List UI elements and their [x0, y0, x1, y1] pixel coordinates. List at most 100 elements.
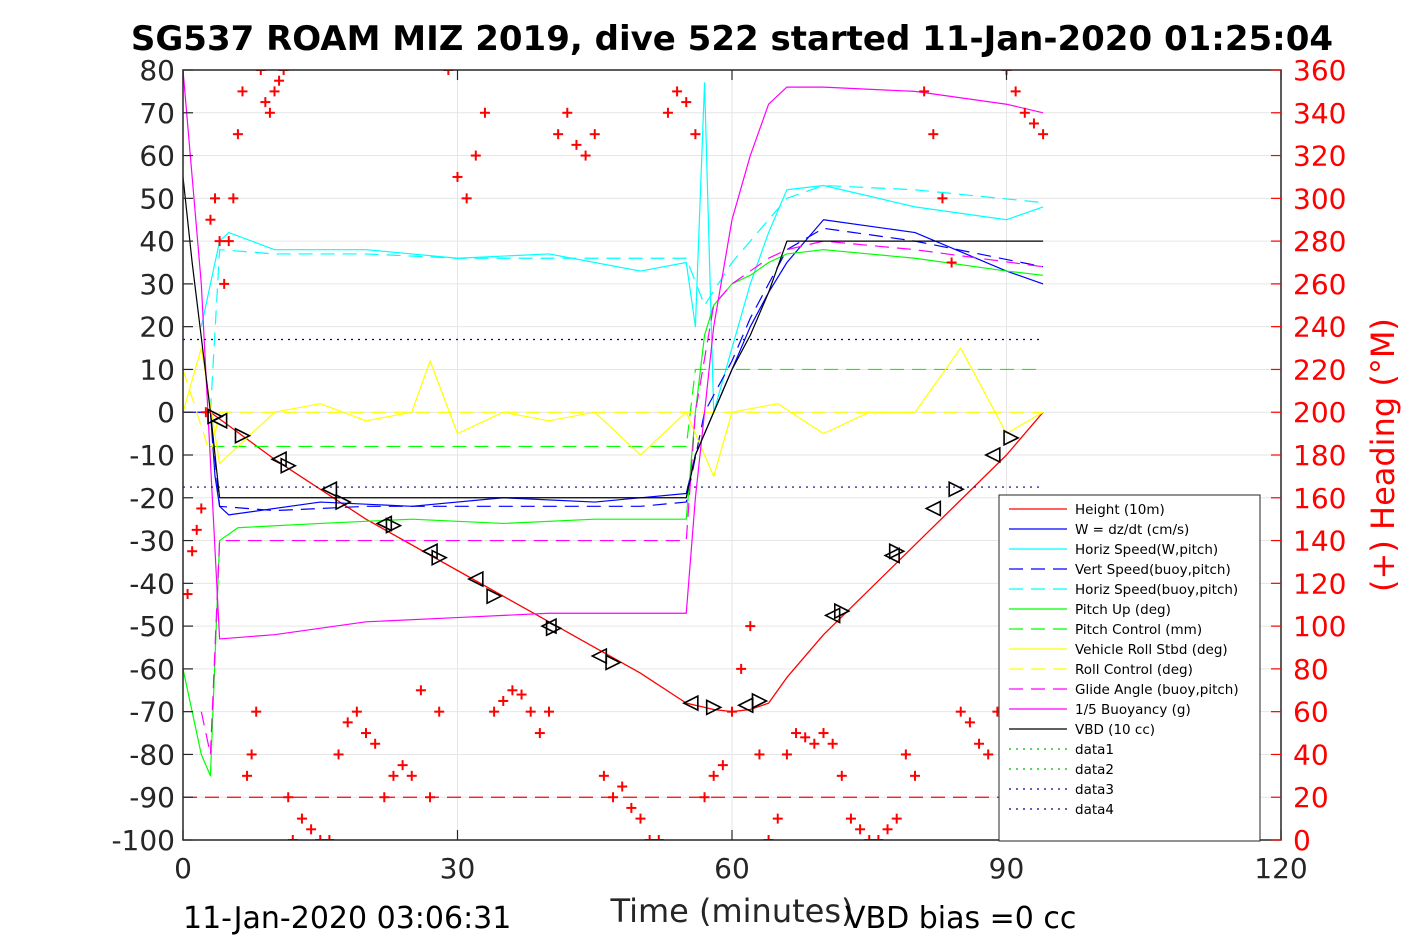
- heading-point: [800, 732, 811, 743]
- y-tick-label: 10: [139, 353, 175, 386]
- axis-ticks: 0 30 60 90 12080706050403020100-10-20-30-40-…: [111, 54, 1346, 885]
- heading-point: [443, 70, 454, 75]
- y-tick-label: 50: [139, 182, 175, 215]
- heading-point: [891, 813, 902, 824]
- heading-point: [242, 770, 253, 781]
- heading-point: [608, 792, 619, 803]
- heading-point: [754, 749, 765, 760]
- heading-point: [232, 129, 243, 140]
- heading-point: [507, 685, 518, 696]
- legend-label: W = dz/dt (cm/s): [1075, 522, 1189, 538]
- heading-point: [763, 835, 774, 840]
- legend: Height (10m) W = dz/dt (cm/s) Horiz Speed(…: [998, 494, 1261, 842]
- heading-point: [183, 589, 193, 600]
- heading-point: [983, 749, 994, 760]
- heading-point: [406, 770, 417, 781]
- right-tick-label: 20: [1293, 781, 1329, 814]
- heading-point: [287, 835, 298, 840]
- y-tick-label: -30: [129, 525, 175, 558]
- right-tick-label: 180: [1293, 439, 1346, 472]
- heading-point: [251, 706, 262, 717]
- heading-point: [461, 193, 472, 204]
- heading-point: [809, 738, 820, 749]
- heading-point: [736, 663, 747, 674]
- heading-point: [662, 107, 673, 118]
- heading-point: [351, 706, 362, 717]
- heading-point: [617, 781, 628, 792]
- heading-point: [315, 835, 326, 840]
- legend-label: data3: [1075, 782, 1114, 798]
- heading-point: [489, 706, 500, 717]
- right-tick-label: 280: [1293, 225, 1346, 258]
- heading-point: [946, 257, 957, 268]
- y-tick-label: -90: [129, 781, 175, 814]
- triangle-marker: [1003, 429, 1020, 447]
- triangle-marker: [431, 549, 448, 566]
- y-tick-label: -10: [129, 439, 175, 472]
- heading-point: [919, 86, 930, 97]
- right-tick-label: 40: [1293, 738, 1329, 771]
- heading-point: [964, 717, 975, 728]
- x-tick-label: 60: [714, 852, 750, 885]
- heading-point: [1038, 129, 1049, 140]
- heading-point: [635, 813, 646, 824]
- right-tick-label: 360: [1293, 54, 1346, 87]
- heading-point: [283, 792, 294, 803]
- right-tick-label: 80: [1293, 653, 1329, 686]
- triangle-marker: [335, 493, 352, 511]
- heading-point: [200, 407, 211, 418]
- triangle-marker: [385, 517, 403, 534]
- heading-point: [260, 97, 271, 108]
- heading-point: [708, 770, 719, 781]
- x-tick-label: 90: [989, 852, 1025, 885]
- right-axis-label: (+) Heading (°M): [1364, 318, 1402, 592]
- heading-point: [781, 749, 792, 760]
- x-tick-label: 120: [1254, 852, 1307, 885]
- heading-point: [237, 86, 248, 97]
- triangle-marker: [682, 694, 699, 712]
- right-tick-label: 320: [1293, 140, 1346, 173]
- heading-point: [361, 728, 371, 739]
- heading-point: [219, 278, 230, 289]
- triangle-marker: [280, 457, 298, 474]
- series-line-6: [210, 368, 1044, 448]
- heading-point: [214, 236, 225, 247]
- heading-point: [644, 835, 655, 840]
- legend-label: 1/5 Buoyancy (g): [1075, 702, 1191, 718]
- right-tick-label: 100: [1293, 610, 1346, 643]
- heading-point: [388, 770, 399, 781]
- heading-point: [525, 706, 536, 717]
- y-tick-label: -70: [129, 696, 175, 729]
- heading-point: [425, 792, 436, 803]
- right-tick-label: 160: [1293, 482, 1346, 515]
- triangle-marker: [375, 515, 393, 532]
- triangle-marker: [320, 480, 338, 498]
- triangle-marker: [705, 699, 723, 716]
- heading-point: [470, 150, 481, 161]
- plot-area: [183, 70, 1049, 840]
- series-line-8: [183, 369, 1044, 456]
- heading-point: [274, 75, 285, 86]
- legend-label: Vehicle Roll Stbd (deg): [1075, 642, 1228, 658]
- triangle-marker: [545, 619, 563, 637]
- right-tick-label: 120: [1293, 567, 1346, 600]
- right-tick-label: 0: [1293, 824, 1311, 857]
- legend-label: Pitch Control (mm): [1075, 622, 1202, 638]
- right-tick-label: 140: [1293, 525, 1346, 558]
- legend-label: Roll Control (deg): [1075, 662, 1193, 678]
- y-tick-label: -20: [129, 482, 175, 515]
- heading-point: [882, 824, 893, 835]
- heading-point: [246, 749, 257, 760]
- heading-point: [626, 802, 637, 813]
- heading-point: [745, 621, 756, 632]
- triangle-marker: [883, 547, 900, 564]
- triangle-marker: [948, 480, 965, 498]
- heading-point: [873, 835, 884, 840]
- heading-point: [580, 150, 591, 161]
- heading-point: [191, 524, 202, 535]
- heading-point: [900, 749, 911, 760]
- y-tick-label: -100: [111, 824, 175, 857]
- heading-point: [827, 738, 838, 749]
- legend-label: Glide Angle (buoy,pitch): [1075, 682, 1239, 698]
- legend-label: data4: [1075, 802, 1114, 818]
